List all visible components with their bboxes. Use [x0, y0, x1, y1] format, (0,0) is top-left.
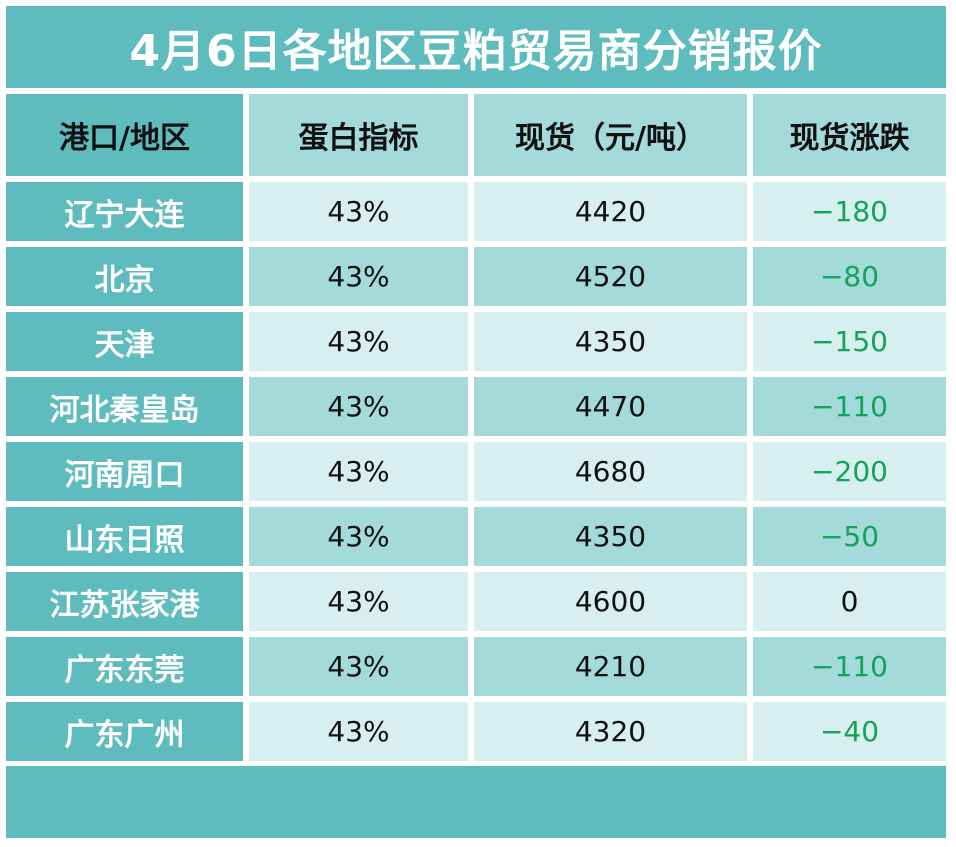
cell-change: −50	[753, 507, 946, 566]
cell-protein: 43%	[249, 572, 468, 631]
cell-protein: 43%	[249, 702, 468, 761]
table-row: 辽宁大连 43% 4420 −180	[6, 182, 946, 241]
header-spot-price: 现货（元/吨）	[474, 94, 747, 176]
header-row: 港口/地区 蛋白指标 现货（元/吨） 现货涨跌	[6, 94, 946, 176]
cell-protein: 43%	[249, 507, 468, 566]
cell-spot-price: 4420	[474, 182, 747, 241]
cell-spot-price: 4680	[474, 442, 747, 501]
cell-spot-price: 4320	[474, 702, 747, 761]
cell-protein: 43%	[249, 637, 468, 696]
cell-spot-price: 4600	[474, 572, 747, 631]
cell-region: 天津	[6, 312, 243, 371]
table-row: 广东东莞 43% 4210 −110	[6, 637, 946, 696]
cell-region: 山东日照	[6, 507, 243, 566]
price-table-card: 4月6日各地区豆粕贸易商分销报价 港口/地区 蛋白指标 现货（元/吨） 现货涨跌…	[6, 6, 946, 838]
cell-protein: 43%	[249, 247, 468, 306]
cell-change: −80	[753, 247, 946, 306]
cell-change: −110	[753, 637, 946, 696]
cell-region: 广东东莞	[6, 637, 243, 696]
cell-spot-price: 4350	[474, 507, 747, 566]
cell-spot-price: 4470	[474, 377, 747, 436]
cell-protein: 43%	[249, 377, 468, 436]
cell-change: 0	[753, 572, 946, 631]
table-row: 北京 43% 4520 −80	[6, 247, 946, 306]
table-row: 山东日照 43% 4350 −50	[6, 507, 946, 566]
table-row: 河南周口 43% 4680 −200	[6, 442, 946, 501]
cell-region: 辽宁大连	[6, 182, 243, 241]
cell-region: 江苏张家港	[6, 572, 243, 631]
table-row: 天津 43% 4350 −150	[6, 312, 946, 371]
cell-spot-price: 4520	[474, 247, 747, 306]
cell-region: 广东广州	[6, 702, 243, 761]
cell-protein: 43%	[249, 442, 468, 501]
table-title: 4月6日各地区豆粕贸易商分销报价	[6, 6, 946, 88]
cell-region: 河南周口	[6, 442, 243, 501]
cell-change: −200	[753, 442, 946, 501]
header-change: 现货涨跌	[753, 94, 946, 176]
footer-bar	[6, 766, 946, 838]
cell-spot-price: 4210	[474, 637, 747, 696]
cell-region: 北京	[6, 247, 243, 306]
header-protein: 蛋白指标	[249, 94, 468, 176]
cell-spot-price: 4350	[474, 312, 747, 371]
cell-region: 河北秦皇岛	[6, 377, 243, 436]
cell-change: −150	[753, 312, 946, 371]
cell-change: −110	[753, 377, 946, 436]
cell-change: −40	[753, 702, 946, 761]
cell-change: −180	[753, 182, 946, 241]
table-row: 广东广州 43% 4320 −40	[6, 702, 946, 761]
cell-protein: 43%	[249, 182, 468, 241]
cell-protein: 43%	[249, 312, 468, 371]
table-row: 江苏张家港 43% 4600 0	[6, 572, 946, 631]
table-row: 河北秦皇岛 43% 4470 −110	[6, 377, 946, 436]
header-region: 港口/地区	[6, 94, 243, 176]
price-table: 港口/地区 蛋白指标 现货（元/吨） 现货涨跌 辽宁大连 43% 4420 −180 北…	[6, 88, 946, 767]
